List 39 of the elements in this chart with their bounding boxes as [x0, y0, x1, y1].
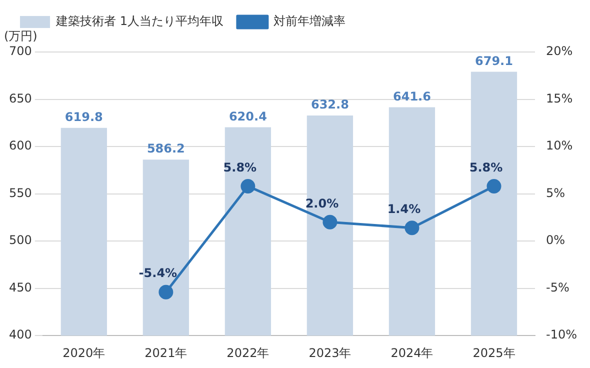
y-tick-label: 550	[9, 186, 32, 200]
y-tick-label: 600	[9, 138, 32, 153]
y-tick-label: 450	[9, 280, 32, 294]
y-tick-label: 500	[9, 233, 32, 248]
y2-tick-label: 5%	[546, 186, 566, 200]
legend-label: 建築技術者 1人当たり平均年収	[55, 14, 224, 28]
y-tick-label: 400	[9, 328, 32, 342]
data-label: 679.1	[475, 54, 513, 68]
x-tick-label: 2024年	[390, 346, 434, 360]
x-tick-label: 2025年	[472, 346, 516, 360]
x-tick-label: 2023年	[308, 346, 352, 360]
y2-tick-label: 15%	[546, 91, 573, 106]
y-tick-label: 700	[9, 44, 32, 58]
y-tick-label: 650	[9, 91, 32, 106]
y2-tick-label: -5%	[546, 280, 570, 294]
x-tick-label: 2020年	[62, 346, 106, 360]
x-tick-label: 2021年	[144, 346, 188, 360]
legend-label: 対前年増減率	[273, 14, 346, 28]
y-axis-title: (万円)	[4, 29, 38, 44]
data-label: -5.4%	[138, 266, 178, 280]
point	[486, 178, 502, 194]
point	[322, 214, 338, 230]
x-tick-label: 2022年	[226, 346, 270, 360]
data-label: 5.8%	[223, 160, 257, 174]
data-label: 619.8	[64, 110, 103, 124]
data-label: 1.4%	[387, 202, 421, 216]
y2-tick-label: 20%	[546, 44, 573, 58]
point	[158, 284, 174, 300]
point	[240, 178, 256, 194]
data-label: 2.0%	[305, 196, 339, 210]
data-label: 5.8%	[469, 160, 503, 174]
data-label: 620.4	[228, 109, 267, 124]
y2-tick-label: 10%	[546, 138, 573, 153]
y2-tick-label: 0%	[546, 233, 566, 248]
data-label: 632.8	[310, 98, 349, 112]
point	[404, 220, 420, 236]
data-label: 641.6	[392, 89, 431, 104]
data-label: 586.2	[146, 142, 185, 156]
y2-tick-label: -10%	[546, 328, 578, 342]
